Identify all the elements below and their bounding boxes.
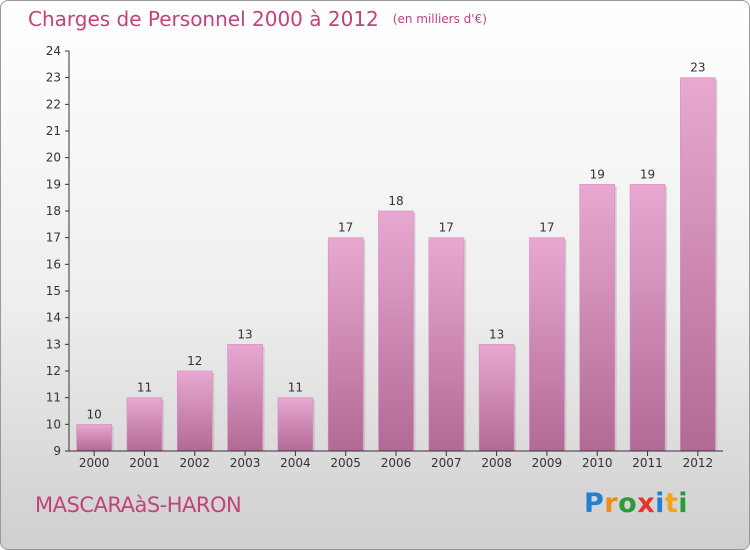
x-tick-label: 2004 [280,456,311,470]
y-tick-label: 14 [46,311,61,325]
bar [76,424,112,452]
bars-group [76,77,718,452]
logo-letter: i [678,488,689,519]
bar [529,237,565,452]
proxiti-logo[interactable]: Proxiti [584,488,688,519]
x-tick-label: 2006 [381,456,412,470]
title-line: Charges de Personnel 2000 à 2012 (en mill… [28,7,487,31]
x-tick-label: 2001 [129,456,160,470]
bar-value-label: 17 [439,221,454,235]
logo-letter: t [664,488,679,519]
bar-value-label: 18 [388,194,403,208]
y-tick-label: 20 [46,151,61,165]
x-tick-label: 2008 [481,456,512,470]
bar-value-label: 19 [640,167,655,181]
logo-letter: o [618,488,638,519]
chart-subtitle: (en milliers d'€) [392,12,487,26]
y-tick-label: 11 [46,391,61,405]
x-tick-label: 2009 [532,456,563,470]
bar-value-label: 19 [590,167,605,181]
logo-letter: i [655,488,665,519]
bar [277,397,314,452]
bar [680,77,716,452]
bar [176,370,213,452]
logo-letter: P [584,488,605,519]
y-tick-label: 16 [46,257,61,271]
bar [579,184,616,452]
bar-value-label: 17 [338,221,353,235]
y-tick-label: 15 [46,284,61,298]
bar [378,210,414,452]
y-tick-label: 12 [46,364,61,378]
x-tick-label: 2000 [79,456,110,470]
bar-value-label: 23 [690,61,705,75]
bar-value-label: 13 [489,327,504,341]
town-name: MASCARAàS-HARON [35,493,242,517]
logo-letter: r [604,488,619,519]
bar [327,237,364,452]
bar-value-label: 10 [87,407,102,421]
y-tick-label: 17 [46,231,61,245]
bar-value-label: 11 [137,381,152,395]
chart-title: Charges de Personnel 2000 à 2012 [28,7,379,31]
bar [227,344,263,452]
bar [629,184,666,452]
y-tick-label: 24 [46,44,61,58]
bar [428,237,465,452]
bar-value-label: 13 [237,327,252,341]
y-tick-label: 23 [46,71,61,85]
bar [126,397,163,452]
x-tick-label: 2005 [330,456,361,470]
y-tick-label: 21 [46,124,61,138]
x-tick-label: 2007 [431,456,462,470]
y-tick-label: 18 [46,204,61,218]
labels-group: 10 2000 11 2001 12 2002 13 2003 11 2004 17 2005 18 20… [46,44,713,470]
bar [478,344,515,452]
y-tick-label: 19 [46,177,61,191]
x-tick-label: 2011 [632,456,663,470]
axes-group [65,50,723,456]
y-tick-label: 9 [53,444,61,458]
x-tick-label: 2012 [683,456,714,470]
bar-value-label: 12 [187,354,202,368]
bar-value-label: 17 [539,221,554,235]
bar-value-label: 11 [288,381,303,395]
y-tick-label: 22 [46,97,61,111]
y-tick-label: 10 [46,417,61,431]
logo-letter: x [637,488,656,519]
y-tick-label: 13 [46,337,61,351]
x-tick-label: 2003 [230,456,261,470]
x-tick-label: 2002 [179,456,210,470]
x-tick-label: 2010 [582,456,613,470]
